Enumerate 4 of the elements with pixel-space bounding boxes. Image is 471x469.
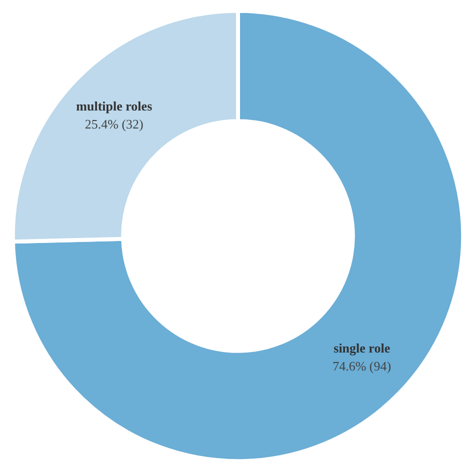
data-label: 25.4% (32) — [84, 116, 144, 132]
slice-label: single role — [334, 340, 390, 356]
slice-label: multiple roles — [76, 98, 152, 114]
data-label: 74.6% (94) — [332, 358, 392, 374]
